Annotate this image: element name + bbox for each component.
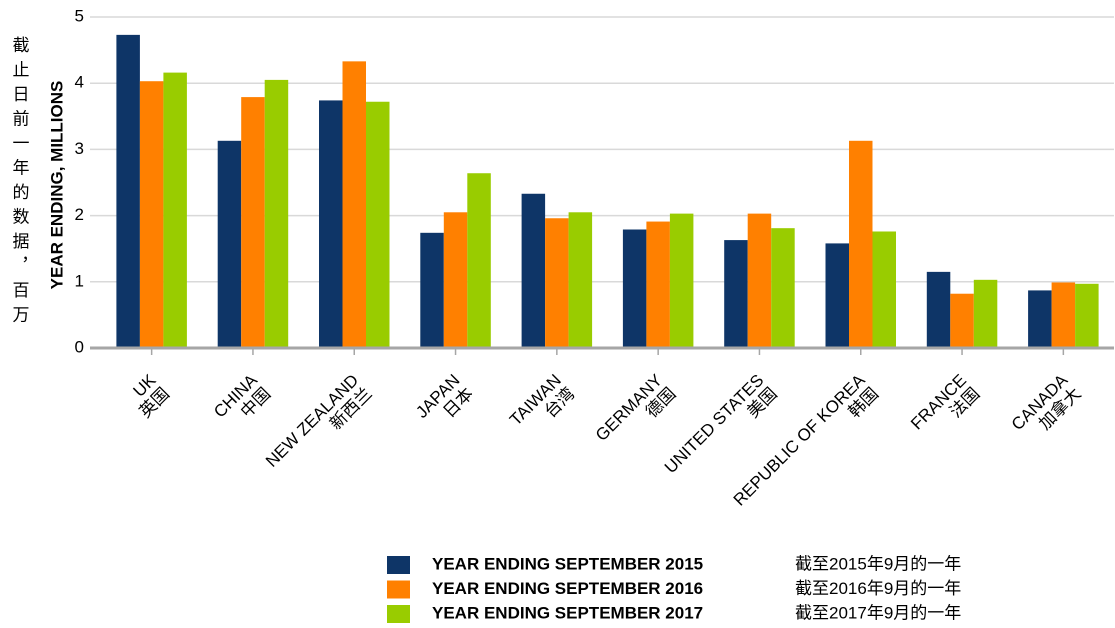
- bar: [724, 240, 748, 348]
- bar: [622, 229, 647, 348]
- legend-swatch: [387, 556, 410, 574]
- y-tick-label: 5: [75, 6, 84, 25]
- bar: [973, 279, 998, 348]
- bar: [1075, 283, 1099, 348]
- legend-label: YEAR ENDING SEPTEMBER 2016: [432, 579, 703, 598]
- bar: [241, 97, 265, 349]
- bar: [545, 218, 569, 348]
- y-axis-label-zh: 截止日前一年的数据，百万: [10, 36, 30, 330]
- legend-label-zh: 截至2017年9月的一年: [795, 603, 961, 622]
- legend-swatch: [387, 580, 410, 599]
- bar: [646, 221, 670, 348]
- bar: [443, 212, 468, 348]
- bar: [139, 81, 164, 349]
- y-tick-label: 3: [75, 139, 84, 158]
- bar: [669, 213, 694, 348]
- y-axis-label: YEAR ENDING, MILLIONS: [47, 81, 66, 290]
- y-tick-label: 2: [75, 205, 84, 224]
- bar: [771, 228, 795, 348]
- bar: [872, 231, 896, 348]
- bar: [1028, 290, 1052, 348]
- bar: [521, 193, 546, 348]
- legend-swatch: [387, 605, 410, 623]
- bar: [849, 140, 873, 348]
- bar: [568, 212, 593, 348]
- bar: [342, 61, 366, 348]
- y-tick-label: 0: [75, 337, 84, 356]
- bar: [116, 34, 140, 349]
- bar: [366, 101, 390, 349]
- legend-label: YEAR ENDING SEPTEMBER 2017: [432, 603, 703, 622]
- bar: [926, 271, 951, 348]
- bar: [950, 293, 974, 348]
- bar: [1051, 282, 1076, 348]
- legend-label-zh: 截至2016年9月的一年: [795, 579, 961, 598]
- bar: [319, 100, 343, 348]
- bar: [747, 213, 772, 348]
- x-tick-label: UNITED STATES: [661, 371, 767, 477]
- bar: [217, 140, 242, 348]
- bar: [825, 243, 849, 348]
- bar: [163, 72, 187, 348]
- bar: [467, 173, 491, 348]
- bar: [264, 79, 289, 348]
- bar: [420, 232, 444, 348]
- y-tick-label: 1: [75, 271, 84, 290]
- legend-label: YEAR ENDING SEPTEMBER 2015: [432, 554, 703, 573]
- legend-label-zh: 截至2015年9月的一年: [795, 554, 961, 573]
- y-tick-label: 4: [75, 73, 84, 92]
